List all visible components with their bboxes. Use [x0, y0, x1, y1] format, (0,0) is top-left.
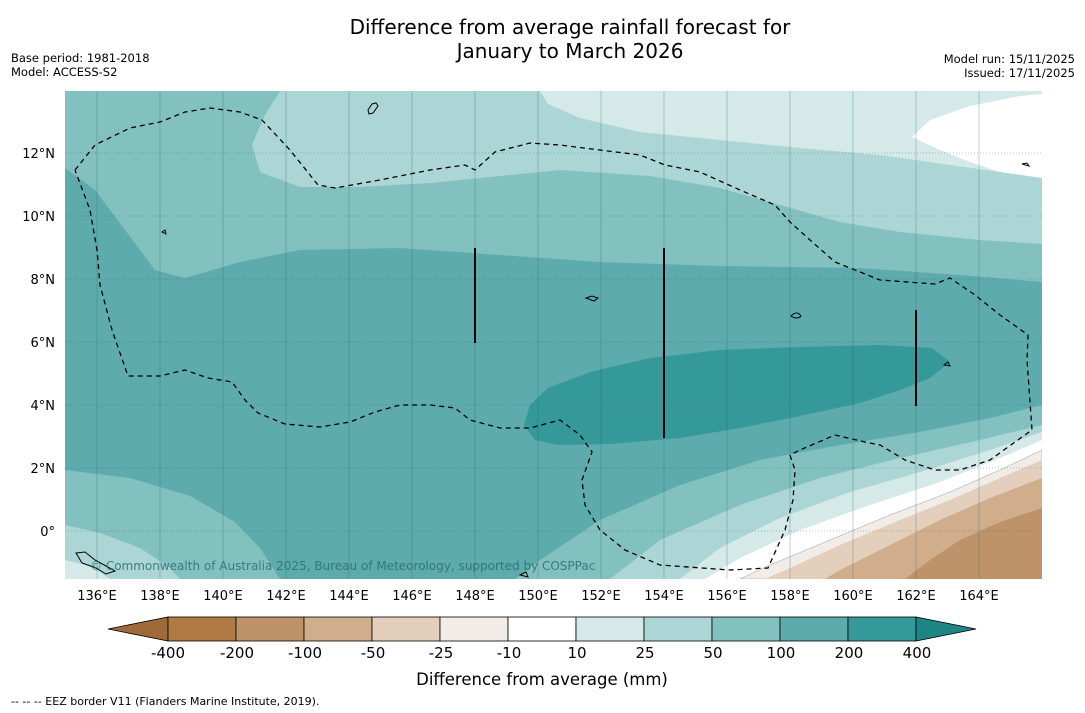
model-run: Model run: 15/11/2025 — [943, 52, 1075, 66]
colorbar-tick: 400 — [903, 644, 932, 662]
colorbar-swatch — [711, 616, 781, 642]
band-25-50-southwest — [65, 525, 180, 579]
lon-label: 158°E — [770, 589, 810, 604]
lon-label: 152°E — [581, 589, 621, 604]
colorbar-swatch — [303, 616, 373, 642]
colorbar-label: Difference from average (mm) — [416, 670, 668, 689]
colorbar-swatch — [439, 616, 509, 642]
colorbar-extend-high — [915, 616, 977, 642]
colorbar-ticks: -400 -200 -100 -50 -25 -10 10 25 50 100 … — [151, 644, 931, 662]
lon-label: 140°E — [203, 589, 243, 604]
lon-label: 164°E — [959, 589, 999, 604]
colorbar-tick: 200 — [835, 644, 864, 662]
model-name: Model: ACCESS-S2 — [11, 65, 118, 79]
colorbar-tick: -10 — [497, 644, 522, 662]
longitude-bars — [474, 248, 917, 438]
lon-label: 146°E — [392, 589, 432, 604]
lon-label: 162°E — [896, 589, 936, 604]
colorbar-swatch — [371, 616, 441, 642]
lat-label: 4°N — [31, 399, 56, 414]
colorbar-tick: 100 — [767, 644, 796, 662]
lat-label: 0° — [40, 525, 55, 540]
island-png-coast — [75, 551, 117, 575]
meridians — [96, 91, 980, 579]
lat-label: 2°N — [31, 462, 56, 477]
colorbar-swatch — [235, 616, 305, 642]
colorbar-swatch — [167, 616, 237, 642]
title-line-1: Difference from average rainfall forecas… — [349, 15, 791, 39]
colorbar-swatch — [779, 616, 849, 642]
copyright-text: © Commonwealth of Australia 2025, Bureau… — [90, 559, 595, 573]
colorbar-swatch — [643, 616, 713, 642]
colorbar-tick: 10 — [567, 644, 586, 662]
band-10-25-southwest — [65, 560, 110, 579]
longitude-labels: 136°E 138°E 140°E 142°E 144°E 146°E 148°… — [77, 589, 999, 604]
colorbar-swatch — [507, 616, 577, 642]
eez-border-palau-fsm — [74, 107, 1033, 571]
colorbar-tick: -25 — [429, 644, 454, 662]
lon-label: 138°E — [140, 589, 180, 604]
latitude-labels: 12°N 10°N 8°N 6°N 4°N 2°N 0° — [22, 147, 55, 540]
island-guam — [367, 102, 379, 115]
lon-label: 136°E — [77, 589, 117, 604]
colorbar-swatch — [575, 616, 645, 642]
lon-label: 150°E — [518, 589, 558, 604]
band-10-25-north — [540, 91, 1042, 178]
colorbar-tick: -50 — [361, 644, 386, 662]
colorbar-swatch — [847, 616, 917, 642]
lon-label: 154°E — [644, 589, 684, 604]
band-neutral-north — [912, 94, 1042, 178]
graticule — [65, 152, 1042, 532]
lon-label: 156°E — [707, 589, 747, 604]
band-minus100-minus200 — [905, 508, 1042, 579]
eez-footnote: -- -- -- EEZ border V11 (Flanders Marine… — [11, 695, 320, 708]
lat-label: 6°N — [31, 336, 56, 351]
map-area: © Commonwealth of Australia 2025, Bureau… — [65, 91, 1042, 579]
run-info: Model run: 15/11/2025 Issued: 17/11/2025 — [944, 52, 1075, 80]
colorbar — [107, 616, 977, 642]
lon-label: 142°E — [266, 589, 306, 604]
islands — [75, 102, 1031, 578]
colorbar-tick: -200 — [220, 644, 254, 662]
band-200-400 — [524, 345, 950, 445]
issued-date: Issued: 17/11/2025 — [964, 66, 1075, 80]
lat-label: 8°N — [31, 273, 56, 288]
colorbar-tick: 50 — [703, 644, 722, 662]
title-line-2: January to March 2026 — [456, 39, 684, 63]
colorbar-extend-low — [107, 616, 169, 642]
lat-label: 12°N — [22, 147, 55, 162]
lat-label: 10°N — [22, 210, 55, 225]
model-info: Base period: 1981-2018 Model: ACCESS-S2 — [11, 51, 150, 79]
lon-label: 160°E — [833, 589, 873, 604]
colorbar-tick: -100 — [288, 644, 322, 662]
colorbar-tick: 25 — [635, 644, 654, 662]
base-period: Base period: 1981-2018 — [11, 51, 150, 65]
lon-label: 148°E — [455, 589, 495, 604]
colorbar-tick: -400 — [151, 644, 185, 662]
lon-label: 144°E — [329, 589, 369, 604]
eez-borders — [74, 107, 1033, 571]
